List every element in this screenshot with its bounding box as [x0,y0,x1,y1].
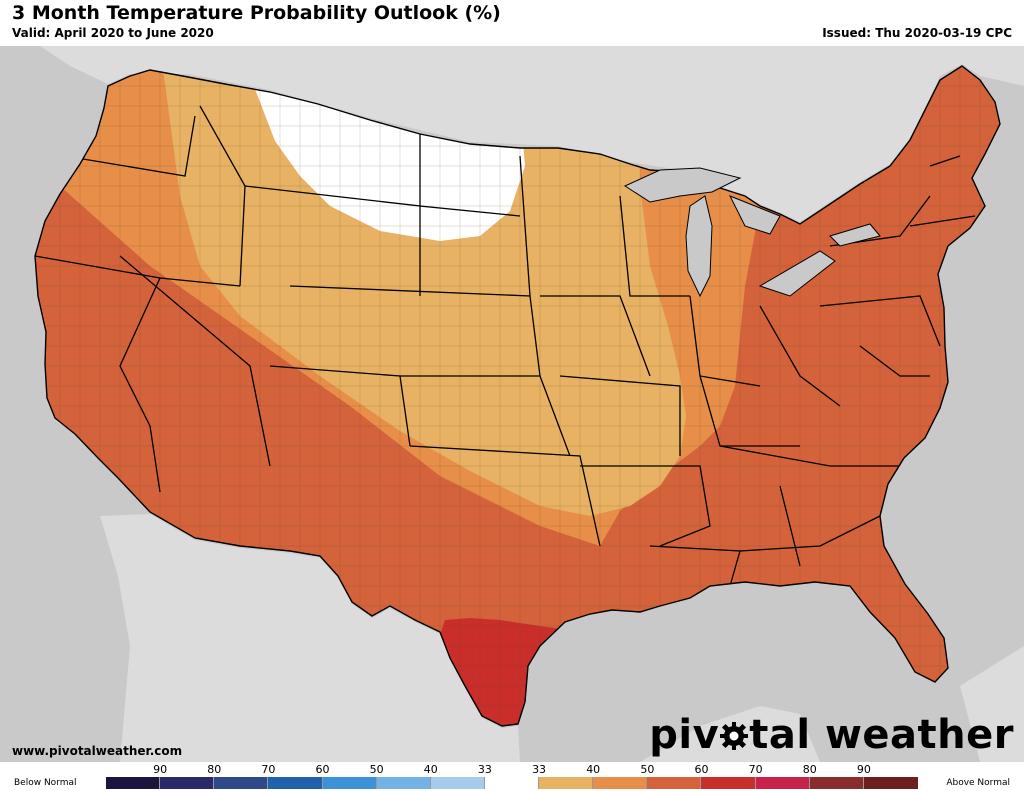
legend-tick-label: 50 [369,763,384,776]
valid-period: Valid: April 2020 to June 2020 [12,26,214,40]
legend-tick-label: 40 [423,763,438,776]
legend-swatch [268,777,323,789]
legend-swatch [160,777,215,789]
legend-tick-label: 70 [748,763,763,776]
legend-tick-label: 33 [532,763,547,776]
website-url: www.pivotalweather.com [12,744,183,758]
legend-tick-label: 80 [802,763,817,776]
legend-swatch [106,777,161,789]
below-normal-label: Below Normal [14,778,77,788]
legend-swatch [647,777,702,789]
brand-logo: piv tal weather [649,712,1014,758]
state-boundaries [35,105,976,587]
legend-tick-label: 70 [261,763,276,776]
header: 3 Month Temperature Probability Outlook … [0,0,1024,46]
issued-date: Issued: Thu 2020-03-19 CPC [822,26,1012,40]
map-panel [0,46,1024,762]
legend-swatch [863,777,918,789]
legend-bar [106,777,918,789]
great-lakes [623,167,881,298]
legend-tick-label: 90 [856,763,871,776]
legend-swatch [430,777,485,789]
gear-icon [720,722,749,750]
legend-tick-label: 60 [694,763,709,776]
legend-swatch [701,777,756,789]
legend-tick-label: 60 [315,763,330,776]
legend-swatch [322,777,377,789]
legend-ticks: 90 80 70 60 50 40 33 33 40 50 60 70 80 90 [0,762,1024,776]
legend-swatch [539,777,594,789]
legend-swatch [214,777,269,789]
map-svg [0,46,1024,762]
legend-swatch [593,777,648,789]
legend-swatch [809,777,864,789]
legend-swatch [484,777,539,789]
color-legend: 90 80 70 60 50 40 33 33 40 50 60 70 80 90 Below Norma… [0,762,1024,791]
legend-tick-label: 50 [640,763,655,776]
above-normal-label: Above Normal [946,778,1010,788]
legend-swatch [755,777,810,789]
legend-tick-label: 90 [153,763,168,776]
probability-zones [35,66,1000,726]
legend-tick-label: 80 [207,763,222,776]
legend-swatch [376,777,431,789]
brand-text-left: piv [649,712,720,758]
map-title: 3 Month Temperature Probability Outlook … [12,2,501,24]
surrounding-land [0,46,1024,762]
legend-tick-label: 33 [477,763,492,776]
brand-text-right: tal weather [749,712,1014,758]
legend-tick-label: 40 [586,763,601,776]
